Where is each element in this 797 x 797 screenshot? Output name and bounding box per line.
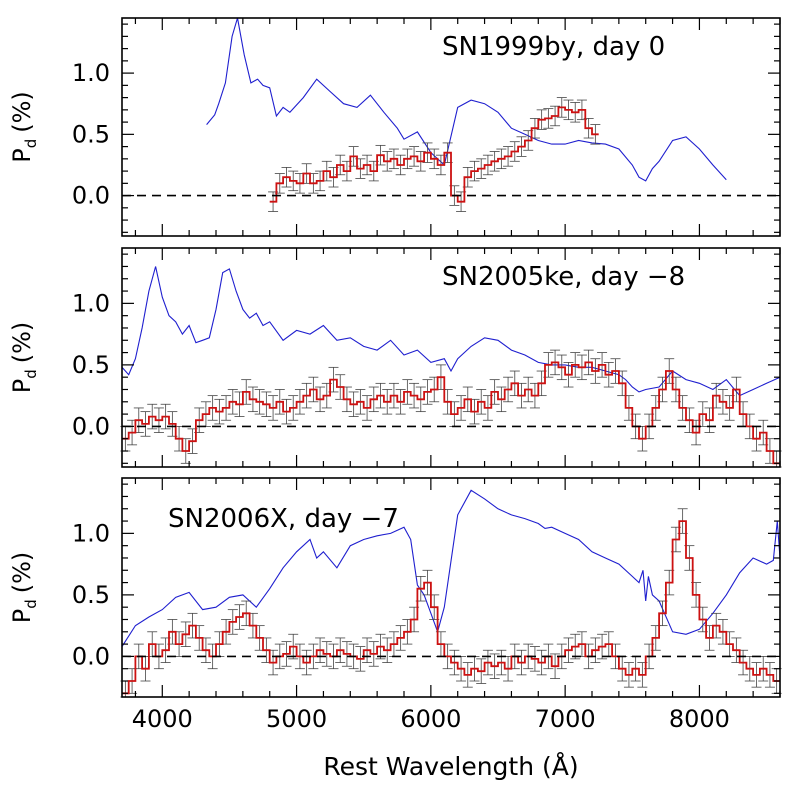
y-label-main: P (8, 609, 36, 623)
polarization-step-line (122, 361, 780, 465)
y-tick-label: 1.0 (72, 59, 110, 87)
y-tick-label: 0.0 (72, 182, 110, 210)
x-tick-labels: 4000 5000 6000 7000 8000 (132, 705, 730, 733)
flux-series-2 (121, 266, 781, 397)
x-tick-label: 4000 (132, 705, 193, 733)
ticks-3 (122, 478, 781, 697)
polarization-series-2 (120, 349, 782, 468)
y-label-subscript: d (22, 139, 40, 149)
y-tick-label: 1.0 (72, 289, 110, 317)
y-label-subscript: d (22, 599, 40, 609)
y-axis-label-2: Pd (%) (8, 322, 40, 394)
x-tick-label: 6000 (400, 705, 461, 733)
y-tick-label: 1.0 (72, 519, 110, 547)
y-tick-labels-3: 0.0 0.5 1.0 (72, 519, 110, 670)
x-tick-label: 7000 (535, 705, 596, 733)
x-tick-label: 8000 (669, 705, 730, 733)
panel-sn1999by: SN1999by, day 0 0.0 0.5 1.0 Pd (%) (8, 17, 781, 237)
panel-frame-2 (121, 247, 781, 468)
polarization-step-line (269, 106, 599, 203)
y-tick-labels-2: 0.0 0.5 1.0 (72, 289, 110, 440)
ticks-2 (122, 248, 781, 467)
y-label-main: P (8, 148, 36, 162)
polarization-series-3 (120, 508, 782, 698)
y-label-main: P (8, 379, 36, 393)
y-label-subscript: d (22, 369, 40, 379)
y-tick-label: 0.0 (72, 642, 110, 670)
panel-frame-3 (121, 477, 781, 698)
x-tick-label: 5000 (266, 705, 327, 733)
flux-series-3 (121, 489, 781, 647)
panel-sn2006x: SN2006X, day −7 0.0 0.5 1.0 Pd (%) (8, 477, 782, 698)
y-axis-label-1: Pd (%) (8, 91, 40, 163)
y-tick-label: 0.5 (72, 120, 110, 148)
y-label-unit: (%) (8, 552, 36, 594)
polarization-step-line (122, 520, 780, 695)
y-tick-label: 0.5 (72, 351, 110, 379)
y-tick-labels-1: 0.0 0.5 1.0 (72, 59, 110, 209)
y-axis-label-3: Pd (%) (8, 552, 40, 624)
flux-line (121, 266, 781, 397)
x-axis-label: Rest Wavelength (Å) (323, 752, 578, 781)
y-label-unit: (%) (8, 322, 36, 364)
y-tick-label: 0.0 (72, 412, 110, 440)
panel-title-3: SN2006X, day −7 (168, 504, 399, 534)
panel-title-2: SN2005ke, day −8 (442, 262, 685, 292)
y-label-unit: (%) (8, 91, 36, 133)
ticks-1 (122, 18, 781, 236)
y-tick-label: 0.5 (72, 581, 110, 609)
panel-frame-1 (121, 17, 781, 237)
flux-line (121, 489, 781, 647)
polarization-series-1 (268, 97, 601, 212)
panel-sn2005ke: SN2005ke, day −8 0.0 0.5 1.0 Pd (%) (8, 247, 782, 468)
panel-title-1: SN1999by, day 0 (442, 32, 665, 62)
